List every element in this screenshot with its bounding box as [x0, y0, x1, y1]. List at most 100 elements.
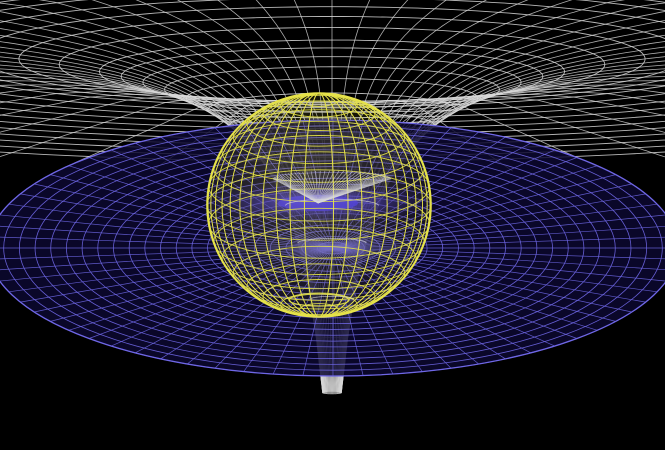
grid-ring: [0, 0, 665, 113]
grid-spoke: [337, 91, 665, 395]
sphere-latitude: [221, 120, 417, 183]
sphere-longitude: [262, 93, 376, 317]
grid-spoke: [0, 64, 324, 394]
sphere-wire: [207, 93, 431, 317]
grid-spoke: [91, 0, 328, 393]
sphere-latitude: [246, 100, 392, 147]
throat-line: [306, 171, 319, 204]
grid-spoke: [340, 46, 665, 393]
throat-line: [294, 172, 319, 204]
throat-ring: [309, 295, 355, 300]
grid-spoke: [0, 2, 326, 393]
grid-spoke: [332, 0, 371, 392]
throat-line: [317, 171, 362, 204]
throat-line: [302, 171, 319, 204]
grid-spoke: [338, 88, 665, 394]
throat-line: [317, 171, 354, 204]
throat-line: [317, 170, 321, 204]
throat-line: [284, 173, 319, 204]
grid-ring: [0, 100, 665, 119]
grid-spoke: [0, 11, 326, 393]
throat-line: [317, 170, 335, 204]
funnel-throat-lines: [272, 170, 392, 300]
grid-ring: [0, 6, 665, 103]
grid-spoke: [340, 60, 665, 394]
grid-spoke: [335, 97, 665, 395]
sphere-latitude: [246, 263, 392, 310]
grid-ring: [0, 114, 665, 130]
grid-spoke: [0, 28, 325, 393]
grid-spoke: [340, 41, 665, 393]
sphere-body: [207, 93, 431, 317]
throat-line: [317, 170, 349, 204]
grid-ring: [0, 0, 665, 105]
throat-line: [298, 171, 319, 204]
grid-spoke: [339, 76, 665, 394]
grid-spoke: [340, 51, 665, 393]
grid-spoke: [0, 41, 324, 393]
grid-spoke: [0, 46, 324, 393]
throat-line: [317, 170, 330, 204]
grid-spoke: [0, 84, 326, 394]
grid-spoke: [0, 93, 328, 395]
grid-spoke: [339, 27, 665, 393]
grid-spoke: [337, 0, 626, 393]
throat-line: [287, 173, 319, 204]
grid-spoke: [0, 91, 327, 395]
throat-line: [315, 170, 319, 204]
grid-spoke: [340, 56, 665, 394]
sphere-latitude: [221, 227, 417, 290]
sphere-longitude: [207, 93, 431, 317]
throat-ring: [285, 198, 379, 206]
grid-spoke: [338, 2, 665, 393]
grid-spoke: [177, 0, 329, 392]
grid-spoke: [335, 0, 487, 392]
throat-line: [317, 172, 370, 204]
sphere-longitude: [229, 93, 409, 317]
sphere-latitude: [262, 279, 376, 316]
grid-spoke: [293, 0, 332, 392]
throat-line: [290, 172, 319, 204]
sphere-longitude: [303, 93, 335, 317]
throat-line: [281, 174, 319, 204]
sphere-longitude: [210, 93, 428, 317]
sphere-longitude: [275, 93, 363, 317]
throat-line: [310, 171, 319, 204]
sphere-longitude: [289, 93, 349, 317]
grid-spoke: [333, 0, 409, 392]
grid-spoke: [0, 20, 325, 393]
sphere-longitude: [221, 93, 417, 317]
grid-spoke: [255, 0, 331, 392]
grid-spoke: [339, 80, 665, 394]
grid-spoke: [336, 0, 529, 392]
wireframe-sphere-icon: [206, 92, 432, 318]
sphere-pole: [288, 293, 350, 307]
grid-spoke: [0, 34, 324, 393]
grid-spoke: [0, 56, 324, 394]
sphere-latitude: [207, 169, 431, 241]
grid-ring: [0, 0, 665, 108]
curved-spacetime-grid-icon: [0, 0, 665, 395]
grid-spoke: [338, 84, 665, 394]
grid-spoke: [0, 88, 326, 394]
throat-line: [317, 170, 345, 204]
throat-ring: [297, 238, 367, 244]
sphere-latitude: [262, 94, 376, 131]
grid-spoke: [0, 68, 324, 394]
grid-spoke: [336, 0, 573, 393]
sphere-outline: [206, 92, 432, 318]
grid-spoke: [0, 51, 324, 393]
sphere-longitude: [215, 93, 423, 317]
throat-line: [317, 171, 366, 204]
sphere-longitude: [250, 93, 388, 317]
grid-spoke: [216, 0, 330, 392]
grid-spoke: [38, 0, 327, 393]
throat-line: [317, 170, 340, 204]
grid-spoke: [339, 20, 665, 393]
throat-line: [317, 170, 326, 204]
sphere-longitude: [239, 93, 399, 317]
grid-spoke: [340, 72, 665, 394]
grid-spoke: [135, 0, 328, 392]
